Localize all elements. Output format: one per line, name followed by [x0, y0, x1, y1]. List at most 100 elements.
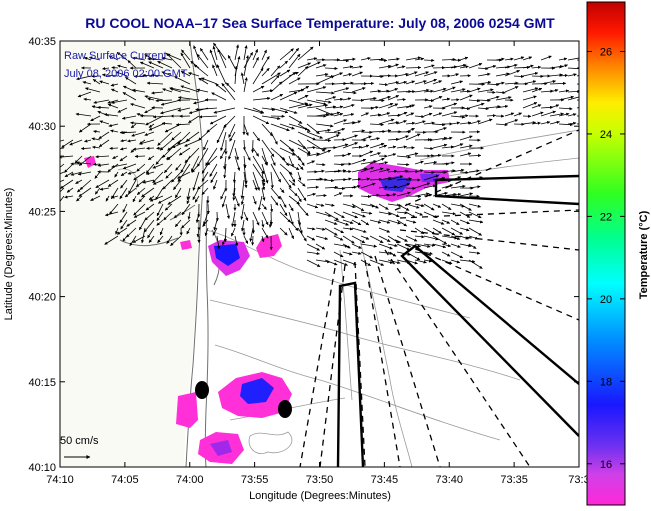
current-vector: [192, 171, 200, 191]
current-vector: [138, 195, 146, 203]
current-vector: [279, 211, 291, 223]
current-vector: [450, 193, 462, 197]
current-vector: [450, 73, 460, 77]
current-vector: [171, 171, 182, 183]
current-vector: [288, 163, 300, 171]
current-vector: [378, 144, 388, 149]
current-vector: [186, 187, 191, 201]
current-vector: [387, 243, 398, 248]
current-vector: [84, 139, 92, 143]
current-vector: [169, 86, 191, 93]
current-vector: [252, 131, 261, 142]
current-vector: [567, 95, 579, 101]
current-vector: [540, 80, 557, 85]
current-vector: [197, 179, 209, 190]
current-vector: [288, 211, 294, 226]
wedge-south: [336, 281, 365, 467]
current-vector: [157, 195, 173, 204]
current-vector: [148, 123, 155, 128]
current-vector: [342, 203, 356, 209]
current-vector: [139, 139, 155, 145]
current-vector: [60, 179, 74, 189]
current-vector: [125, 76, 137, 85]
current-vector: [459, 243, 472, 248]
current-vector: [216, 64, 227, 85]
current-vector: [441, 57, 456, 62]
current-vector: [132, 235, 146, 243]
current-vector: [351, 129, 366, 133]
current-vector: [261, 179, 266, 191]
current-vector: [251, 139, 255, 153]
current-vector: [252, 49, 258, 61]
current-vector: [324, 185, 339, 189]
current-vector: [204, 227, 209, 237]
current-vector: [119, 155, 128, 162]
current-vector: [396, 203, 410, 211]
current-vector: [324, 211, 339, 221]
current-vector: [360, 56, 371, 61]
current-vector: [93, 99, 110, 104]
current-vector: [567, 73, 577, 77]
current-vector: [468, 120, 481, 125]
current-vector: [405, 71, 418, 77]
current-vector: [288, 77, 301, 85]
current-vector: [232, 179, 236, 197]
current-vector: [378, 259, 394, 264]
current-vector: [104, 235, 119, 245]
current-vector: [450, 227, 463, 235]
current-vector: [268, 219, 272, 228]
current-vector: [175, 123, 191, 127]
current-vector: [185, 131, 200, 142]
current-vector: [360, 112, 369, 117]
current-vector: [136, 187, 146, 196]
current-vector: [199, 48, 209, 61]
current-vector: [201, 77, 218, 85]
current-vector: [144, 131, 155, 136]
current-vector: [396, 169, 409, 173]
current-vector: [387, 259, 401, 265]
current-vector: [144, 95, 164, 101]
current-vector: [387, 251, 397, 257]
current-vector: [333, 119, 348, 125]
current-vector: [197, 147, 209, 167]
current-vector: [423, 184, 437, 189]
current-vector: [333, 72, 343, 77]
current-vector: [423, 227, 436, 235]
current-vector: [279, 107, 298, 114]
current-vector: [315, 149, 332, 157]
current-vector: [414, 57, 425, 61]
current-vector: [148, 61, 164, 69]
current-vector: [369, 193, 380, 197]
current-vector: [423, 174, 440, 181]
current-vector: [405, 243, 421, 248]
current-vector: [99, 120, 110, 125]
current-vector: [378, 203, 389, 210]
current-vector: [297, 163, 304, 170]
current-vector: [157, 235, 164, 243]
current-vector: [173, 211, 182, 219]
current-vector: [221, 195, 227, 208]
current-vector: [450, 143, 464, 149]
current-vector: [378, 118, 395, 125]
current-vector: [297, 131, 317, 141]
current-vector: [423, 235, 439, 241]
current-vector: [423, 58, 435, 62]
current-vector: [351, 167, 368, 173]
current-vector: [468, 211, 482, 219]
current-vector: [146, 81, 164, 85]
sst-patch-south-2: [176, 392, 198, 428]
current-vector: [441, 211, 457, 216]
current-vector: [405, 56, 422, 61]
current-vector: [193, 64, 209, 77]
current-vector: [270, 131, 278, 145]
current-vector: [324, 259, 338, 266]
current-vector: [360, 81, 375, 86]
current-vector: [270, 171, 274, 189]
current-vector: [77, 187, 83, 193]
current-vector: [180, 155, 191, 173]
current-vector: [450, 259, 461, 264]
current-vector: [315, 138, 332, 143]
current-vector: [243, 52, 253, 69]
current-vector: [166, 235, 173, 244]
current-vector: [414, 243, 431, 248]
